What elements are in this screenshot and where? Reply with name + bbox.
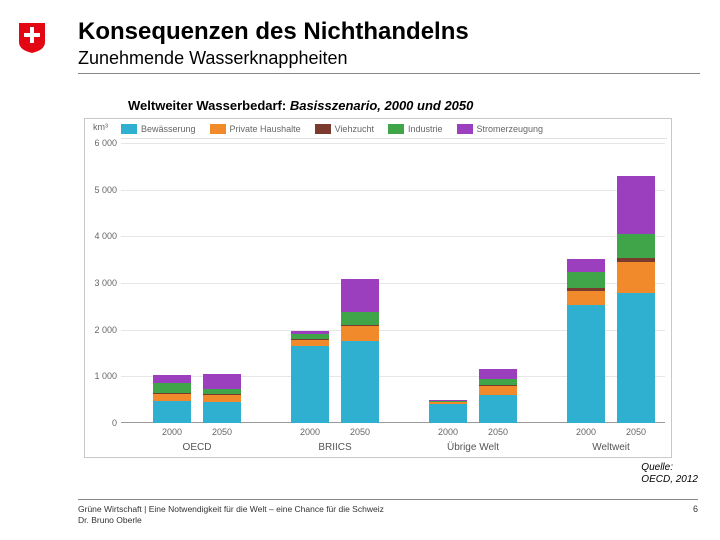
chart-area: km³ Bewässerung Private Haushalte Viehzuch… [84, 118, 672, 458]
page-subtitle: Zunehmende Wasserknappheiten [78, 48, 700, 74]
legend-label: Industrie [408, 124, 443, 134]
y-tick-label: 3 000 [87, 278, 117, 288]
stacked-bar: 2050 [617, 176, 655, 423]
bar-segment [341, 326, 379, 341]
footer-line1: Grüne Wirtschaft | Eine Notwendigkeit fü… [78, 504, 384, 515]
y-tick-label: 1 000 [87, 371, 117, 381]
y-tick-label: 6 000 [87, 138, 117, 148]
bar-segment [203, 374, 241, 389]
bar-segment [567, 259, 605, 271]
legend-item: Private Haushalte [210, 124, 301, 134]
x-tick-label: 2000 [567, 427, 605, 437]
x-tick-label: 2050 [203, 427, 241, 437]
legend-swatch [210, 124, 226, 134]
page-number: 6 [693, 504, 698, 526]
source-line1: Quelle: [641, 462, 698, 474]
chart-legend: Bewässerung Private Haushalte Viehzucht Ind… [121, 124, 667, 139]
chart-plot: 01 0002 0003 0004 0005 0006 00020002050O… [121, 143, 665, 423]
source-line2: OECD, 2012 [641, 474, 698, 486]
header: Konsequenzen des Nichthandelns Zunehmend… [78, 18, 700, 74]
grid-line [121, 143, 665, 144]
bar-segment [153, 383, 191, 393]
stacked-bar: 2050 [203, 374, 241, 423]
stacked-bar: 2000 [153, 375, 191, 424]
legend-item: Industrie [388, 124, 443, 134]
bar-segment [567, 272, 605, 289]
legend-item: Bewässerung [121, 124, 196, 134]
legend-label: Stromerzeugung [477, 124, 544, 134]
y-tick-label: 4 000 [87, 231, 117, 241]
group-label: Übrige Welt [429, 442, 517, 453]
chart-title-prefix: Weltweiter Wasserbedarf: [128, 98, 290, 113]
y-tick-label: 5 000 [87, 185, 117, 195]
legend-swatch [457, 124, 473, 134]
bar-segment [291, 346, 329, 423]
group-label: BRIICS [291, 442, 379, 453]
bar-segment [479, 386, 517, 395]
bar-segment [567, 291, 605, 305]
footer-left: Grüne Wirtschaft | Eine Notwendigkeit fü… [78, 504, 384, 526]
bar-segment [341, 341, 379, 423]
footer: Grüne Wirtschaft | Eine Notwendigkeit fü… [78, 499, 698, 526]
legend-label: Private Haushalte [230, 124, 301, 134]
group-label: OECD [153, 442, 241, 453]
bar-segment [617, 293, 655, 423]
y-tick-label: 2 000 [87, 325, 117, 335]
legend-item: Viehzucht [315, 124, 374, 134]
chart-title-em: Basisszenario, 2000 und 2050 [290, 98, 474, 113]
group-label: Weltweit [567, 442, 655, 453]
stacked-bar: 2050 [341, 279, 379, 423]
stacked-bar: 2000 [567, 259, 605, 423]
x-tick-label: 2000 [153, 427, 191, 437]
bar-segment [479, 369, 517, 379]
legend-swatch [315, 124, 331, 134]
bar-segment [341, 312, 379, 325]
bar-group: 20002050OECD [153, 374, 241, 423]
legend-item: Stromerzeugung [457, 124, 544, 134]
bar-group: 20002050BRIICS [291, 279, 379, 423]
x-tick-label: 2000 [291, 427, 329, 437]
x-tick-label: 2000 [429, 427, 467, 437]
chart-title: Weltweiter Wasserbedarf: Basisszenario, … [128, 98, 473, 113]
legend-swatch [388, 124, 404, 134]
bar-group: 20002050Übrige Welt [429, 369, 517, 423]
bar-segment [567, 305, 605, 423]
bar-segment [203, 395, 241, 402]
y-axis-unit: km³ [93, 122, 108, 132]
bar-segment [617, 176, 655, 233]
bar-segment [479, 395, 517, 423]
bar-segment [617, 234, 655, 258]
y-tick-label: 0 [87, 418, 117, 428]
page-title: Konsequenzen des Nichthandelns [78, 18, 700, 46]
x-tick-label: 2050 [341, 427, 379, 437]
x-tick-label: 2050 [617, 427, 655, 437]
stacked-bar: 2000 [429, 400, 467, 423]
legend-swatch [121, 124, 137, 134]
swiss-shield-logo [18, 22, 46, 59]
bar-group: 20002050Weltweit [567, 176, 655, 423]
bar-segment [153, 375, 191, 383]
legend-label: Bewässerung [141, 124, 196, 134]
bar-segment [203, 402, 241, 423]
stacked-bar: 2050 [479, 369, 517, 423]
bar-segment [617, 262, 655, 293]
bar-segment [153, 401, 191, 423]
bar-segment [341, 279, 379, 312]
x-tick-label: 2050 [479, 427, 517, 437]
footer-line2: Dr. Bruno Oberle [78, 515, 384, 526]
chart-source: Quelle: OECD, 2012 [641, 462, 698, 486]
legend-label: Viehzucht [335, 124, 374, 134]
stacked-bar: 2000 [291, 331, 329, 423]
bar-segment [429, 404, 467, 423]
